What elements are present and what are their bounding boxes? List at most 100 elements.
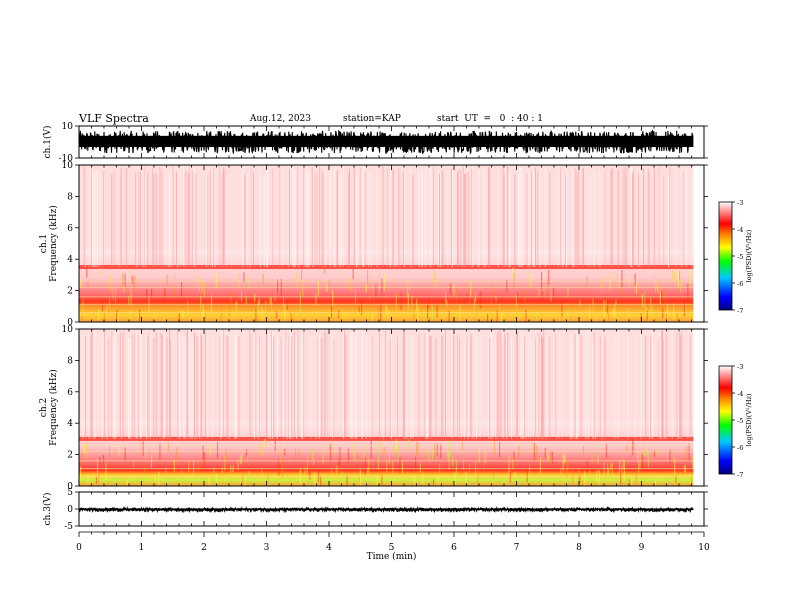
band-fleck bbox=[255, 308, 257, 322]
noise-streak bbox=[297, 329, 299, 439]
band-fleck bbox=[284, 304, 286, 322]
x-tick-label: 5 bbox=[389, 543, 395, 553]
noise-streak bbox=[236, 330, 237, 439]
band-fleck bbox=[487, 444, 489, 452]
band-fleck bbox=[381, 278, 383, 296]
noise-streak bbox=[506, 334, 507, 439]
noise-streak bbox=[574, 168, 576, 268]
noise-streak bbox=[615, 331, 617, 439]
band-fleck bbox=[188, 460, 190, 473]
noise-streak bbox=[223, 167, 224, 268]
noise-streak bbox=[502, 330, 504, 439]
band-fleck bbox=[269, 297, 271, 305]
band-fleck bbox=[436, 443, 438, 456]
band-fleck bbox=[656, 280, 658, 290]
noise-streak bbox=[147, 172, 149, 268]
noise-streak bbox=[363, 165, 365, 268]
band-fleck bbox=[305, 465, 307, 473]
band-fleck bbox=[107, 304, 109, 315]
noise-streak bbox=[549, 172, 551, 268]
noise-streak bbox=[130, 337, 132, 439]
noise-streak bbox=[518, 173, 519, 268]
noise-streak bbox=[92, 329, 93, 439]
noise-streak bbox=[333, 169, 335, 268]
noise-streak bbox=[297, 166, 299, 268]
band-fleck bbox=[476, 308, 478, 315]
band-fleck bbox=[203, 452, 205, 468]
noise-streak bbox=[496, 334, 498, 439]
noise-streak bbox=[472, 329, 474, 439]
noise-streak bbox=[647, 168, 649, 268]
noise-streak bbox=[406, 337, 408, 439]
noise-streak bbox=[535, 167, 536, 268]
noise-streak bbox=[325, 329, 326, 439]
noise-streak bbox=[137, 171, 139, 268]
noise-streak bbox=[275, 331, 277, 439]
band-fleck bbox=[529, 464, 531, 481]
noise-streak bbox=[361, 336, 362, 439]
band-fleck bbox=[211, 294, 213, 313]
ch3-waveform-panel: 5 0 -5 0 1 2 3 4 5 6 7 8 9 10 Time (min) ch.3(V) bbox=[42, 488, 710, 562]
band-fleck bbox=[530, 272, 532, 287]
noise-streak bbox=[207, 329, 209, 439]
noise-streak bbox=[411, 336, 413, 439]
noise-streak bbox=[85, 335, 86, 439]
y-axis-label-channel: ch.2 bbox=[39, 398, 49, 417]
band-fleck bbox=[446, 299, 448, 307]
noise-streak bbox=[143, 166, 145, 268]
noise-streak bbox=[371, 335, 373, 439]
band-fleck bbox=[117, 312, 119, 322]
noise-streak bbox=[165, 165, 167, 268]
band-fleck bbox=[483, 462, 485, 470]
band-fleck bbox=[677, 270, 679, 288]
noise-streak bbox=[470, 334, 471, 439]
band-fleck bbox=[116, 478, 118, 486]
band-fleck bbox=[123, 284, 125, 293]
band-fleck bbox=[87, 280, 89, 290]
noise-streak bbox=[521, 167, 523, 268]
band-fleck bbox=[245, 449, 247, 457]
band-fleck bbox=[609, 273, 611, 291]
band-fleck bbox=[368, 458, 370, 474]
band-fleck bbox=[308, 467, 310, 475]
band-fleck bbox=[623, 460, 625, 479]
band-fleck bbox=[592, 298, 594, 309]
noise-streak bbox=[213, 167, 215, 268]
noise-streak bbox=[391, 330, 392, 439]
band-fleck bbox=[615, 299, 617, 306]
noise-streak bbox=[88, 335, 90, 439]
noise-streak bbox=[170, 338, 171, 439]
noise-streak bbox=[669, 167, 671, 268]
band-fleck bbox=[315, 293, 317, 306]
band-fleck bbox=[436, 300, 438, 318]
band-fleck bbox=[230, 291, 232, 310]
band-fleck bbox=[434, 271, 436, 286]
noise-streak bbox=[651, 330, 653, 439]
noise-streak bbox=[537, 335, 539, 439]
band-fleck bbox=[543, 287, 545, 298]
noise-streak bbox=[442, 171, 444, 268]
noise-streak bbox=[185, 330, 187, 439]
noise-streak bbox=[242, 165, 243, 268]
band-fleck bbox=[638, 463, 640, 473]
band-fleck bbox=[309, 470, 311, 480]
x-tick-label: 8 bbox=[576, 543, 582, 553]
y-tick-label: 6 bbox=[67, 388, 73, 398]
noise-streak bbox=[250, 334, 252, 439]
y-tick-label: 0 bbox=[67, 505, 73, 515]
noise-streak bbox=[178, 331, 180, 439]
noise-streak bbox=[101, 333, 103, 439]
noise-streak bbox=[461, 174, 463, 268]
noise-streak bbox=[190, 333, 192, 439]
noise-streak bbox=[643, 168, 644, 268]
band-fleck bbox=[421, 458, 423, 466]
noise-streak bbox=[250, 165, 252, 268]
noise-streak bbox=[189, 330, 191, 439]
noise-streak bbox=[421, 168, 422, 268]
noise-streak bbox=[442, 334, 444, 439]
band-fleck bbox=[673, 303, 675, 320]
noise-streak bbox=[637, 167, 638, 268]
noise-streak bbox=[573, 171, 575, 268]
noise-streak bbox=[369, 334, 371, 439]
noise-streak bbox=[335, 170, 337, 268]
